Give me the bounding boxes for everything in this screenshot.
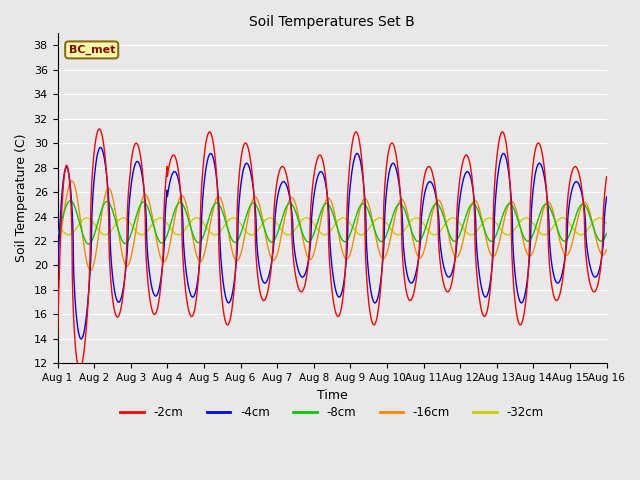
Legend: -2cm, -4cm, -8cm, -16cm, -32cm: -2cm, -4cm, -8cm, -16cm, -32cm (116, 401, 548, 423)
Title: Soil Temperatures Set B: Soil Temperatures Set B (249, 15, 415, 29)
X-axis label: Time: Time (317, 389, 348, 402)
Y-axis label: Soil Temperature (C): Soil Temperature (C) (15, 134, 28, 263)
Text: BC_met: BC_met (68, 45, 115, 55)
